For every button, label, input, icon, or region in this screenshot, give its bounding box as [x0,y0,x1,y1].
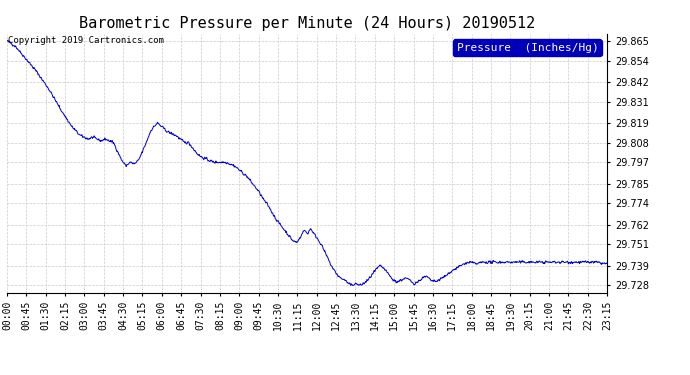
Text: Copyright 2019 Cartronics.com: Copyright 2019 Cartronics.com [8,36,164,45]
Legend: Pressure  (Inches/Hg): Pressure (Inches/Hg) [453,39,602,56]
Title: Barometric Pressure per Minute (24 Hours) 20190512: Barometric Pressure per Minute (24 Hours… [79,16,535,31]
